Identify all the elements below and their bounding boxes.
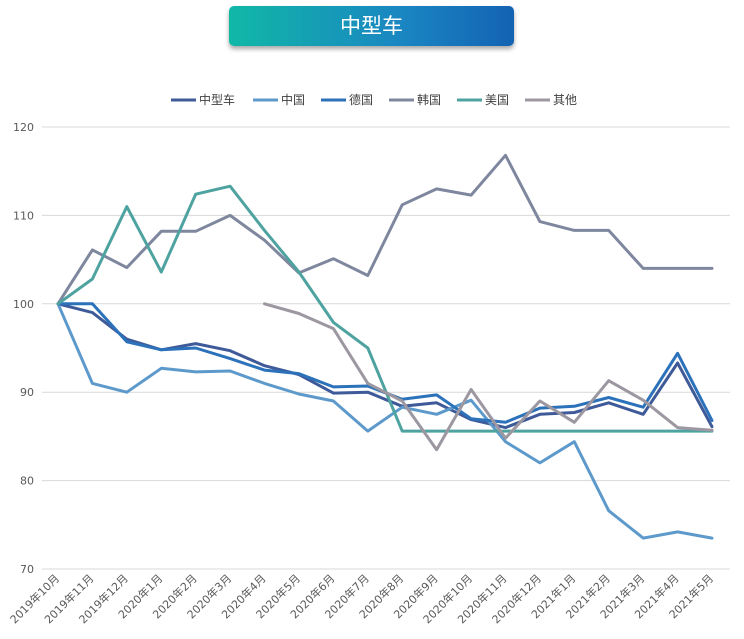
series-line-4 <box>56 184 714 433</box>
legend-label-5: 其他 <box>553 93 577 107</box>
legend-label-0: 中型车 <box>199 92 235 107</box>
legend-label-2: 德国 <box>349 92 373 107</box>
series-line-1 <box>56 302 714 540</box>
y-tick-label: 110 <box>13 209 34 222</box>
y-axis-tick-labels: 70 80 90 100 110 120 <box>13 121 34 576</box>
chart-title-banner: 中型车 <box>229 6 514 46</box>
legend-label-1: 中国 <box>281 92 305 107</box>
chart-title: 中型车 <box>340 14 403 38</box>
legend-label-4: 美国 <box>485 93 509 107</box>
legend: 中型车 中国 德国 韩国 美国 其他 <box>171 92 577 107</box>
y-tick-label: 90 <box>20 386 34 399</box>
x-axis-tick-labels: 2019年10月2019年11月2019年12月2020年1月2020年2月20… <box>7 571 716 626</box>
legend-label-3: 韩国 <box>417 92 441 107</box>
series-line-0 <box>56 302 714 430</box>
series-lines <box>56 153 714 540</box>
series-line-5 <box>263 302 714 452</box>
y-tick-label: 100 <box>13 298 34 311</box>
y-tick-label: 120 <box>13 121 34 134</box>
y-tick-label: 70 <box>20 563 34 576</box>
y-tick-label: 80 <box>20 475 34 488</box>
series-line-3 <box>56 153 714 306</box>
gridlines <box>42 126 730 570</box>
